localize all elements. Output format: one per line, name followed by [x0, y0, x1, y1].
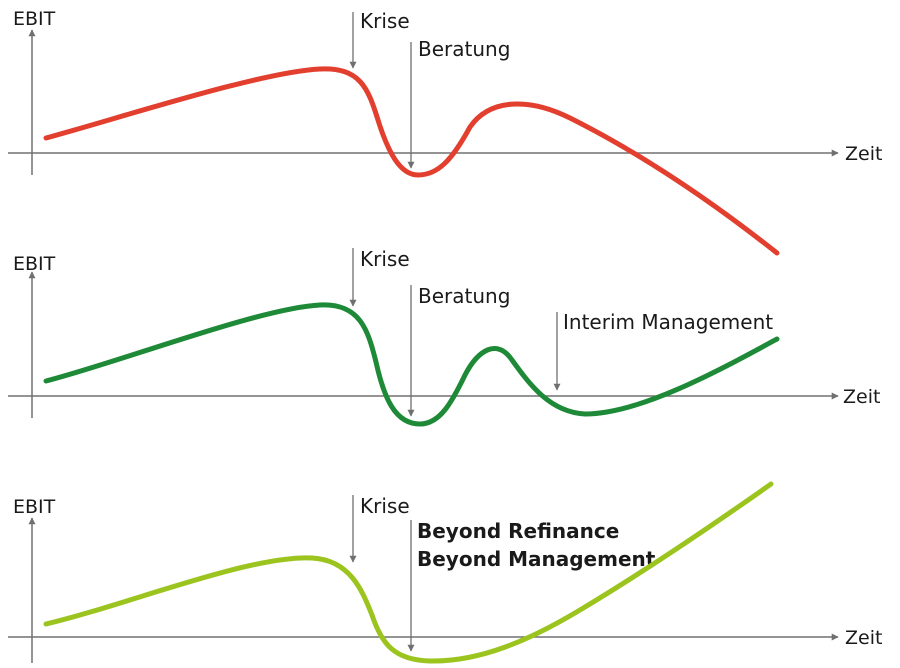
ebit-curve-interim: [43, 302, 780, 427]
panel-consulting-only: EBIT Zeit Krise Beratung: [8, 8, 882, 256]
marker-krise-label: Krise: [360, 247, 410, 271]
ebit-curve-consulting: [43, 66, 780, 256]
marker-beratung-label: Beratung: [418, 284, 510, 308]
marker-interim-management-label: Interim Management: [563, 310, 773, 334]
marker-krise-label: Krise: [360, 494, 410, 518]
marker-beyond-management-label: Beyond Management: [417, 547, 656, 571]
y-axis-label: EBIT: [13, 253, 56, 275]
x-axis-label: Zeit: [845, 143, 882, 165]
y-axis-label: EBIT: [13, 8, 56, 30]
marker-beyond-refinance-label: Beyond Refinance: [417, 519, 619, 543]
marker-beratung-label: Beratung: [418, 37, 510, 61]
x-axis-label: Zeit: [845, 627, 882, 649]
x-axis-label: Zeit: [843, 386, 880, 408]
panel-beyond: EBIT Zeit Krise Beyond Refinance Beyond …: [8, 481, 882, 664]
y-axis-label: EBIT: [13, 496, 56, 518]
marker-krise-label: Krise: [360, 9, 410, 33]
ebit-curve-beyond: [43, 481, 774, 664]
panel-interim-management: EBIT Zeit Krise Beratung Interim Managem…: [8, 247, 880, 427]
